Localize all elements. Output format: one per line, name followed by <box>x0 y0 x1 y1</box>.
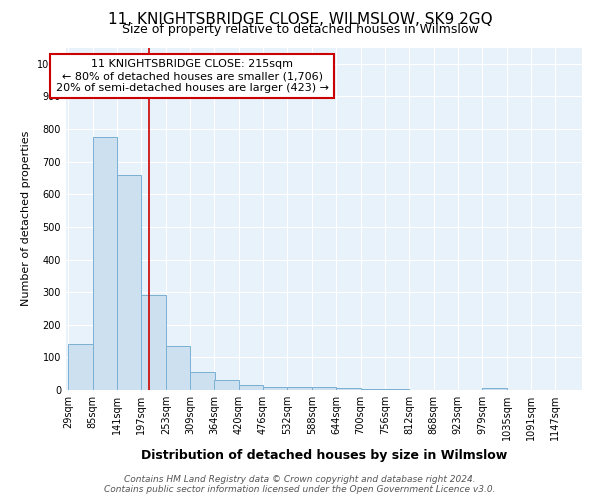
Bar <box>166 346 190 390</box>
Bar <box>385 389 409 390</box>
Bar <box>482 388 506 390</box>
Bar <box>68 344 92 390</box>
Y-axis label: Number of detached properties: Number of detached properties <box>21 131 31 306</box>
Text: Size of property relative to detached houses in Wilmslow: Size of property relative to detached ho… <box>122 24 478 36</box>
Text: Contains HM Land Registry data © Crown copyright and database right 2024.
Contai: Contains HM Land Registry data © Crown c… <box>104 474 496 494</box>
Bar <box>336 388 361 390</box>
Bar <box>214 380 239 390</box>
Bar <box>142 296 166 390</box>
Bar <box>287 388 312 390</box>
Text: 11, KNIGHTSBRIDGE CLOSE, WILMSLOW, SK9 2GQ: 11, KNIGHTSBRIDGE CLOSE, WILMSLOW, SK9 2… <box>107 12 493 28</box>
Text: 11 KNIGHTSBRIDGE CLOSE: 215sqm
← 80% of detached houses are smaller (1,706)
20% : 11 KNIGHTSBRIDGE CLOSE: 215sqm ← 80% of … <box>56 60 329 92</box>
Bar <box>117 174 142 390</box>
Bar <box>239 385 263 390</box>
Bar <box>312 388 336 390</box>
X-axis label: Distribution of detached houses by size in Wilmslow: Distribution of detached houses by size … <box>141 448 507 462</box>
Bar <box>361 389 385 390</box>
Bar <box>263 386 287 390</box>
Bar <box>92 137 117 390</box>
Bar <box>190 372 215 390</box>
